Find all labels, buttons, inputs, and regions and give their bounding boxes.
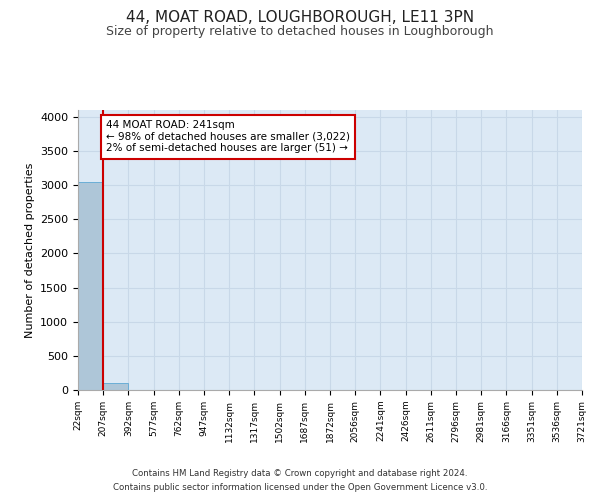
Text: 44, MOAT ROAD, LOUGHBOROUGH, LE11 3PN: 44, MOAT ROAD, LOUGHBOROUGH, LE11 3PN bbox=[126, 10, 474, 25]
Bar bbox=[78, 182, 103, 390]
Text: Contains HM Land Registry data © Crown copyright and database right 2024.: Contains HM Land Registry data © Crown c… bbox=[132, 468, 468, 477]
Text: 44 MOAT ROAD: 241sqm
← 98% of detached houses are smaller (3,022)
2% of semi-det: 44 MOAT ROAD: 241sqm ← 98% of detached h… bbox=[106, 120, 350, 154]
Text: Contains public sector information licensed under the Open Government Licence v3: Contains public sector information licen… bbox=[113, 484, 487, 492]
Text: Size of property relative to detached houses in Loughborough: Size of property relative to detached ho… bbox=[106, 25, 494, 38]
Bar bbox=[103, 383, 128, 390]
Y-axis label: Number of detached properties: Number of detached properties bbox=[25, 162, 35, 338]
